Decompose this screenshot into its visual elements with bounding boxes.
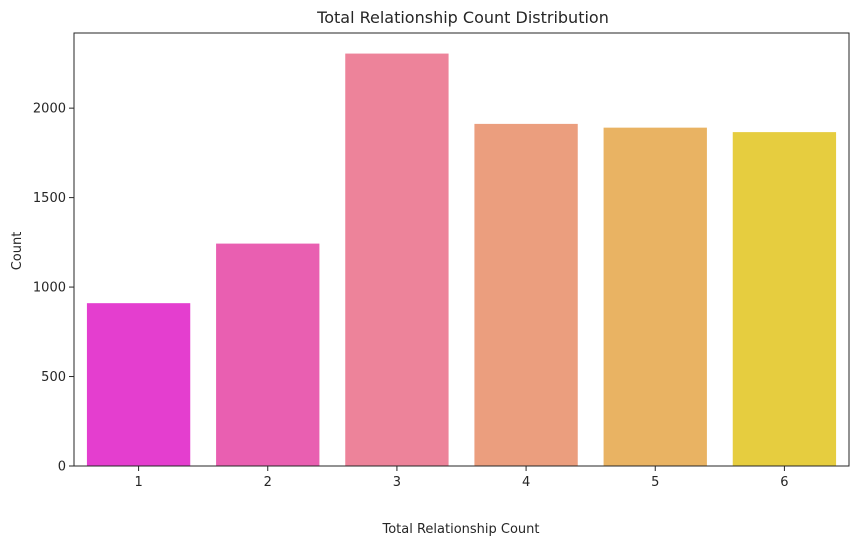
x-tick-label: 3: [393, 475, 401, 490]
y-axis: 0 500 1000 1500 2000: [33, 102, 74, 475]
y-tick-label: 0: [58, 460, 66, 475]
y-tick-label: 1500: [33, 191, 66, 206]
x-tick-label: 5: [651, 475, 659, 490]
y-tick-label: 1000: [33, 281, 66, 296]
bar-3: [345, 53, 449, 466]
bar-5: [603, 127, 707, 467]
x-tick-label: 4: [522, 475, 530, 490]
bar-2: [216, 243, 320, 466]
chart-title: Total Relationship Count Distribution: [316, 8, 609, 27]
x-tick-label: 6: [780, 475, 788, 490]
y-tick-label: 2000: [33, 102, 66, 117]
x-axis: 1 2 3 4 5 6: [134, 466, 789, 490]
x-axis-label: Total Relationship Count: [381, 522, 539, 537]
bars-group: [86, 53, 837, 467]
x-tick-label: 2: [264, 475, 272, 490]
y-tick-label: 500: [41, 370, 66, 385]
plot-frame: [73, 32, 850, 467]
x-tick-label: 1: [134, 475, 142, 490]
y-axis-label: Count: [10, 232, 25, 271]
bar-1: [86, 303, 191, 466]
bar-4: [474, 123, 578, 466]
bar-6: [732, 132, 837, 466]
